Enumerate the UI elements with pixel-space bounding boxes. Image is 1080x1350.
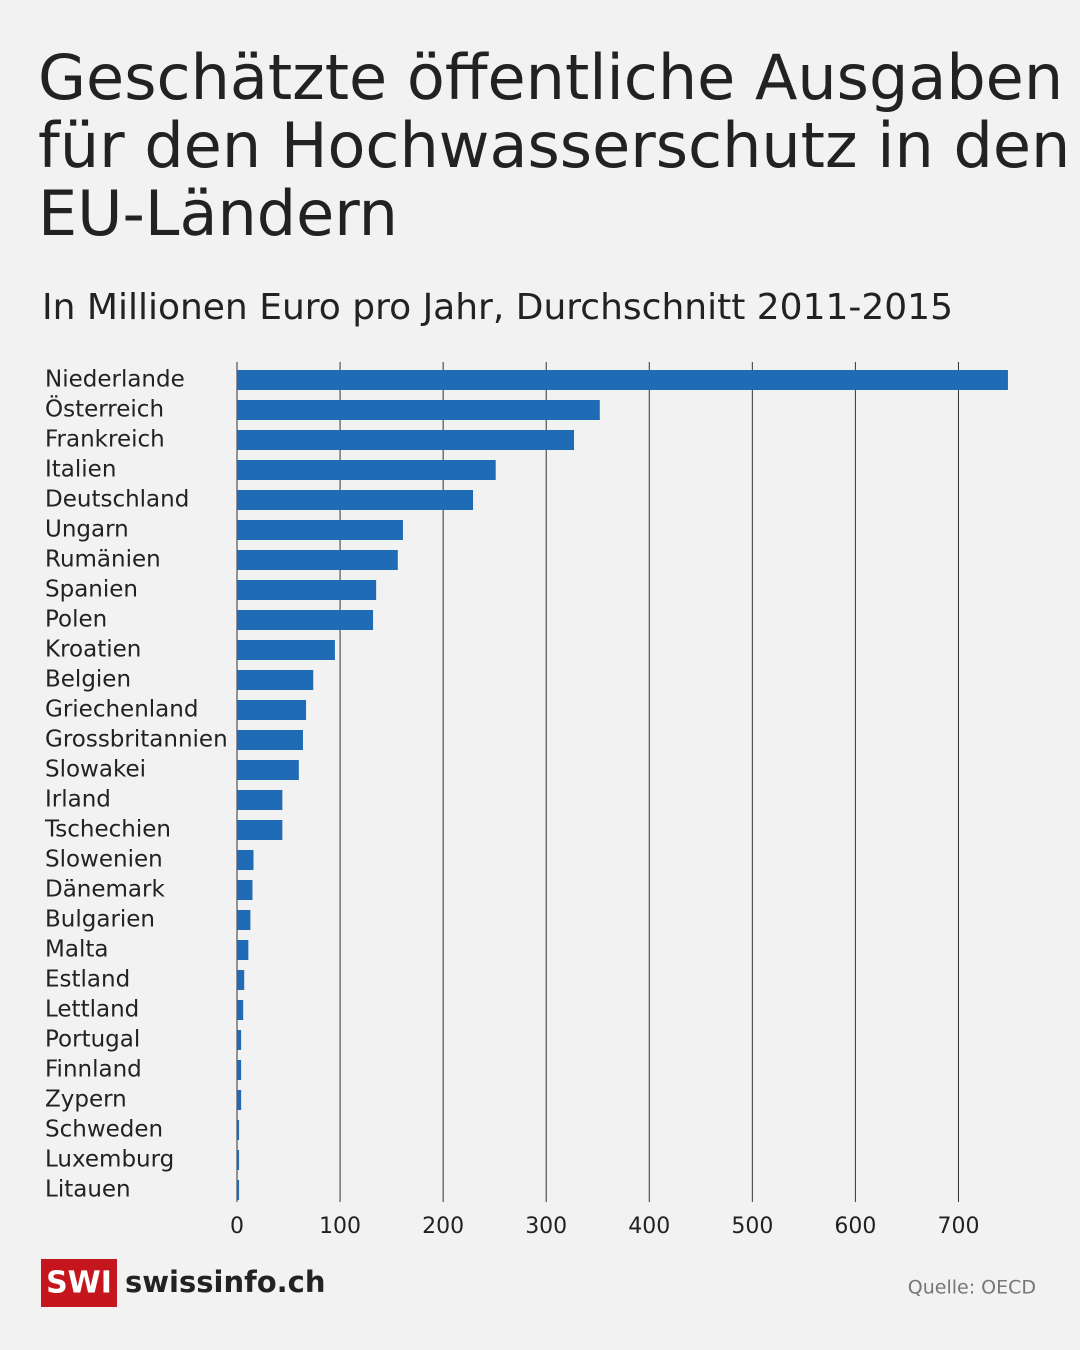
bar bbox=[237, 970, 245, 990]
y-tick-label: Tschechien bbox=[44, 817, 171, 843]
chart-title: für den Hochwasserschutz in den bbox=[38, 109, 1070, 182]
bar bbox=[237, 550, 398, 570]
x-tick-label: 100 bbox=[319, 1214, 361, 1239]
bar bbox=[237, 370, 1008, 390]
y-tick-label: Finnland bbox=[45, 1057, 142, 1083]
bar bbox=[237, 940, 249, 960]
bar bbox=[237, 1120, 240, 1140]
bar bbox=[237, 1150, 240, 1170]
y-tick-label: Belgien bbox=[45, 667, 131, 693]
bar bbox=[237, 760, 299, 780]
y-tick-label: Polen bbox=[45, 607, 107, 633]
y-tick-label: Bulgarien bbox=[45, 907, 155, 933]
bar bbox=[237, 700, 307, 720]
bar bbox=[237, 1000, 244, 1020]
y-tick-label: Estland bbox=[45, 967, 130, 993]
y-tick-label: Portugal bbox=[45, 1027, 140, 1053]
y-tick-label: Grossbritannien bbox=[45, 727, 228, 753]
bar bbox=[237, 430, 575, 450]
bar bbox=[237, 910, 251, 930]
logo-badge bbox=[41, 1259, 117, 1307]
bar bbox=[237, 820, 283, 840]
bar bbox=[237, 580, 377, 600]
y-tick-label: Österreich bbox=[45, 395, 164, 423]
chart-title: Geschätzte öffentliche Ausgaben bbox=[38, 41, 1063, 114]
bar bbox=[237, 1060, 242, 1080]
y-tick-label: Slowenien bbox=[45, 847, 163, 873]
x-tick-label: 400 bbox=[628, 1214, 670, 1239]
y-tick-label: Dänemark bbox=[45, 877, 165, 903]
bar bbox=[237, 400, 600, 420]
y-tick-label: Slowakei bbox=[45, 757, 146, 783]
y-tick-label: Schweden bbox=[45, 1117, 163, 1143]
y-tick-label: Kroatien bbox=[45, 637, 141, 663]
x-tick-label: 0 bbox=[230, 1214, 244, 1239]
y-tick-label: Spanien bbox=[45, 577, 138, 603]
bar bbox=[237, 640, 335, 660]
bar bbox=[237, 730, 303, 750]
y-tick-label: Ungarn bbox=[45, 517, 129, 543]
y-tick-label: Litauen bbox=[45, 1177, 131, 1203]
source: Quelle: OECD bbox=[908, 1277, 1036, 1299]
y-tick-label: Zypern bbox=[45, 1087, 127, 1113]
bar bbox=[237, 880, 253, 900]
chart-subtitle: In Millionen Euro pro Jahr, Durchschnitt… bbox=[42, 287, 953, 328]
x-tick-label: 500 bbox=[731, 1214, 773, 1239]
y-tick-label: Luxemburg bbox=[45, 1147, 174, 1173]
bar bbox=[237, 790, 283, 810]
bar bbox=[237, 490, 474, 510]
x-tick-label: 200 bbox=[422, 1214, 464, 1239]
bar bbox=[237, 850, 254, 870]
bar bbox=[237, 1180, 240, 1200]
x-tick-label: 700 bbox=[937, 1214, 979, 1239]
bar bbox=[237, 610, 374, 630]
bar bbox=[237, 1030, 242, 1050]
y-tick-label: Italien bbox=[45, 457, 116, 483]
chart-title: EU-Ländern bbox=[38, 177, 398, 250]
logo-badge-text: SWI bbox=[46, 1266, 112, 1301]
y-tick-label: Frankreich bbox=[45, 427, 165, 453]
y-tick-label: Irland bbox=[45, 787, 111, 813]
y-tick-label: Niederlande bbox=[45, 367, 185, 393]
y-tick-label: Rumänien bbox=[45, 547, 161, 573]
y-tick-label: Lettland bbox=[45, 997, 139, 1023]
y-tick-label: Griechenland bbox=[45, 697, 198, 723]
bar bbox=[237, 460, 496, 480]
x-tick-label: 300 bbox=[525, 1214, 567, 1239]
logo-name: swissinfo.ch bbox=[125, 1265, 326, 1299]
bar bbox=[237, 520, 403, 540]
bar bbox=[237, 1090, 242, 1110]
x-tick-label: 600 bbox=[834, 1214, 876, 1239]
y-tick-label: Malta bbox=[45, 937, 108, 963]
bar bbox=[237, 670, 314, 690]
y-tick-label: Deutschland bbox=[45, 487, 189, 513]
